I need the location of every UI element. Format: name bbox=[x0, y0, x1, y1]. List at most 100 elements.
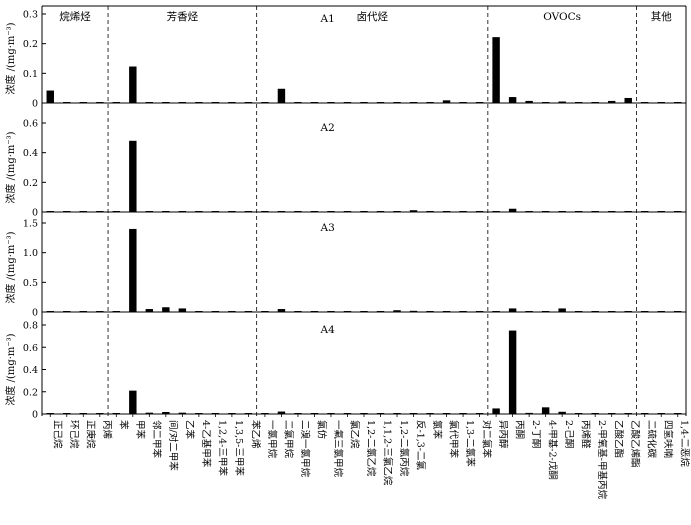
bar bbox=[376, 102, 385, 103]
y-axis-label: 浓度 /(mg·m⁻³) bbox=[4, 22, 17, 94]
bar bbox=[178, 102, 187, 103]
bar bbox=[310, 413, 319, 414]
bar bbox=[310, 211, 319, 212]
panel-a2: 0 0.2 0.4 0.6 浓度 /(mg·m⁻³) A2 bbox=[4, 119, 686, 219]
panel-a3: 0 0.5 1.0 1.5 浓度 /(mg·m⁻³) A3 bbox=[4, 219, 686, 319]
x-tick-label: 4-甲基-2-戊酮 bbox=[547, 420, 559, 480]
x-tick-label: 1,1,2-三氯乙烷 bbox=[382, 420, 394, 486]
x-tick-label: 苯 bbox=[117, 420, 129, 430]
bar bbox=[492, 211, 500, 212]
bar bbox=[426, 211, 434, 212]
bar bbox=[624, 97, 632, 103]
panel-label: A1 bbox=[320, 13, 335, 25]
x-tick-label: 二氯甲烷 bbox=[282, 420, 294, 459]
x-tick-label: 乙酸乙烯酯 bbox=[629, 420, 641, 468]
panel-label: A4 bbox=[320, 324, 336, 336]
bar bbox=[525, 211, 533, 212]
y-tick-label: 0.3 bbox=[23, 10, 38, 21]
bar bbox=[508, 97, 517, 103]
x-tick-label: 邻二甲苯 bbox=[150, 420, 162, 459]
bar bbox=[46, 413, 54, 414]
bar bbox=[426, 102, 434, 103]
bar bbox=[459, 413, 467, 414]
bar bbox=[409, 102, 418, 103]
y-tick-label: 0 bbox=[32, 208, 38, 219]
bar bbox=[96, 311, 104, 312]
x-tick-label: 2-甲氧基-甲基丙烷 bbox=[596, 420, 608, 499]
bar bbox=[376, 311, 385, 312]
bar bbox=[492, 37, 500, 103]
x-tick-label: 1,2,4-三甲苯 bbox=[216, 420, 228, 476]
bar bbox=[63, 413, 71, 414]
bar bbox=[327, 413, 335, 414]
y-tick-label: 0.4 bbox=[23, 148, 38, 159]
x-tick-label: 间/对二甲苯 bbox=[167, 420, 179, 471]
x-tick-label: 一氟三氯甲烷 bbox=[332, 420, 344, 478]
bar bbox=[574, 311, 583, 312]
x-tick-label: 1,4-二恶烷 bbox=[679, 420, 691, 467]
y-axis-label: 浓度 /(mg·m⁻³) bbox=[4, 231, 17, 303]
bar bbox=[657, 102, 665, 103]
bar bbox=[376, 211, 385, 212]
x-tick-label: 反-1,3-二氯 bbox=[415, 420, 427, 471]
bar bbox=[343, 413, 352, 414]
bar bbox=[607, 311, 616, 312]
bar bbox=[657, 211, 665, 212]
bar bbox=[145, 211, 154, 212]
bar bbox=[310, 102, 319, 103]
bar bbox=[162, 102, 170, 103]
panel-a4: 0 0.2 0.4 0.6 0.8 浓度 /(mg·m⁻³) A4 bbox=[4, 321, 686, 421]
y-tick-label: 0 bbox=[32, 99, 38, 110]
bar bbox=[574, 413, 583, 414]
bar bbox=[261, 413, 269, 414]
bar bbox=[63, 211, 71, 212]
bar bbox=[624, 211, 632, 212]
bar bbox=[244, 102, 253, 103]
bar bbox=[508, 308, 517, 312]
bar bbox=[409, 413, 418, 414]
bar bbox=[46, 211, 54, 212]
bar bbox=[442, 211, 451, 212]
bar bbox=[228, 413, 236, 414]
bar bbox=[360, 413, 368, 414]
x-tick-label: 环己烷 bbox=[68, 420, 80, 449]
bar bbox=[360, 211, 368, 212]
bar bbox=[558, 411, 566, 414]
bar bbox=[112, 211, 121, 212]
bar bbox=[178, 211, 187, 212]
bar bbox=[541, 311, 550, 312]
bar bbox=[162, 411, 170, 414]
y-tick-label: 0 bbox=[32, 410, 38, 421]
y-tick-label: 0.6 bbox=[23, 119, 38, 130]
bar bbox=[492, 408, 500, 414]
y-axis-label: 浓度 /(mg·m⁻³) bbox=[4, 333, 17, 405]
bar bbox=[211, 211, 220, 212]
x-tick-label: 异丙醇 bbox=[497, 420, 509, 449]
y-axis-label: 浓度 /(mg·m⁻³) bbox=[4, 131, 17, 203]
x-tick-label: 一氯甲烷 bbox=[266, 420, 278, 459]
y-tick-label: 0.6 bbox=[23, 343, 38, 354]
y-tick-label: 0.4 bbox=[23, 365, 38, 376]
bar bbox=[129, 140, 137, 212]
bar bbox=[178, 412, 187, 414]
x-tick-label: 甲苯 bbox=[134, 420, 146, 440]
bar bbox=[112, 413, 121, 414]
x-tick-label: 对二氯苯 bbox=[481, 420, 493, 459]
bar bbox=[46, 311, 54, 312]
bar bbox=[277, 411, 286, 414]
y-tick-label: 1.0 bbox=[23, 248, 38, 259]
bar bbox=[261, 311, 269, 312]
x-axis-labels: 正己烷 环己烷 正庚烷 丙烯苯甲苯 邻二甲苯 间/对二甲苯 乙苯 4-乙基甲苯 1,2,4-三甲… bbox=[49, 414, 691, 499]
bar bbox=[674, 311, 682, 312]
bar bbox=[79, 211, 87, 212]
bar bbox=[277, 309, 286, 312]
bar bbox=[459, 211, 467, 212]
x-tick-label: 正己烷 bbox=[51, 420, 63, 449]
bar bbox=[674, 413, 682, 414]
bar bbox=[162, 307, 170, 312]
y-tick-label: 0.5 bbox=[23, 278, 38, 289]
bar bbox=[261, 211, 269, 212]
bar bbox=[641, 311, 649, 312]
bar bbox=[228, 102, 236, 103]
